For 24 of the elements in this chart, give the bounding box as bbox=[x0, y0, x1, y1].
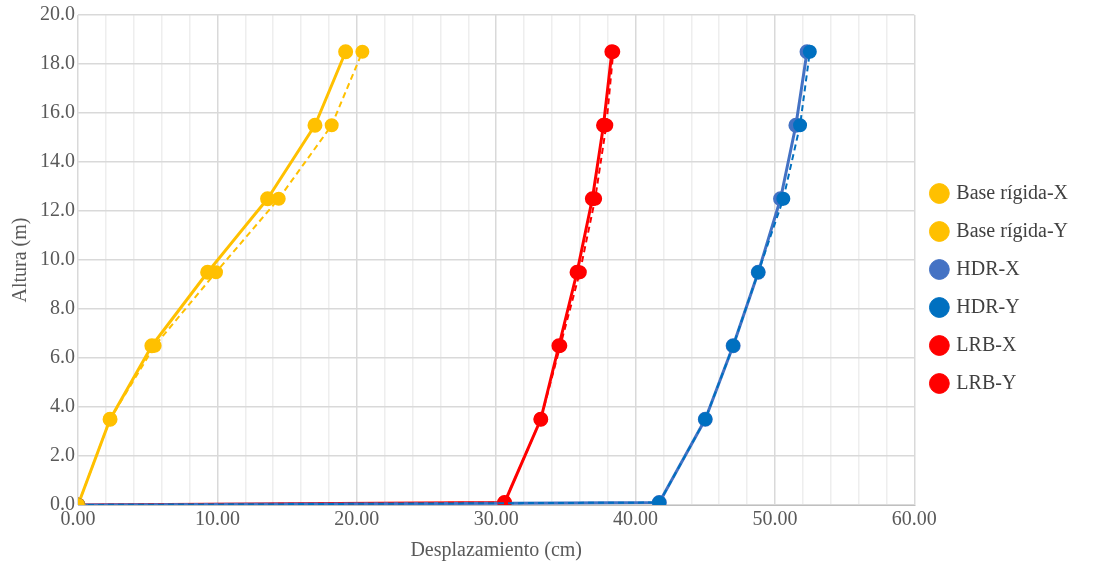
x-tick-label: 10.00 bbox=[194, 507, 240, 530]
legend-label: HDR-Y bbox=[956, 294, 1020, 317]
x-axis-title: Desplazamiento (cm) bbox=[410, 538, 582, 562]
y-tick-label: 6.0 bbox=[50, 345, 75, 368]
y-tick-label: 2.0 bbox=[50, 443, 75, 466]
x-tick-label: 40.00 bbox=[613, 507, 659, 530]
legend-label: LRB-X bbox=[956, 332, 1017, 355]
y-tick-label: 4.0 bbox=[50, 394, 75, 417]
x-tick-label: 50.00 bbox=[752, 507, 798, 530]
x-tick-label: 20.00 bbox=[334, 507, 380, 530]
y-tick-label: 20.0 bbox=[40, 2, 75, 25]
legend-label: Base rígida-Y bbox=[956, 218, 1069, 242]
x-tick-label: 30.00 bbox=[473, 507, 519, 530]
y-tick-label: 14.0 bbox=[40, 149, 75, 172]
y-tick-label: 10.0 bbox=[40, 247, 75, 270]
y-tick-label: 18.0 bbox=[40, 51, 75, 74]
legend-label: LRB-Y bbox=[956, 370, 1017, 393]
y-tick-label: 12.0 bbox=[40, 198, 75, 221]
y-tick-label: 8.0 bbox=[50, 296, 75, 319]
legend-label: Base rígida-X bbox=[956, 180, 1069, 204]
legend-label: HDR-X bbox=[956, 256, 1021, 279]
x-tick-label: 60.00 bbox=[891, 507, 937, 530]
y-axis-title: Altura (m) bbox=[8, 217, 32, 303]
y-tick-label: 16.0 bbox=[40, 100, 75, 123]
